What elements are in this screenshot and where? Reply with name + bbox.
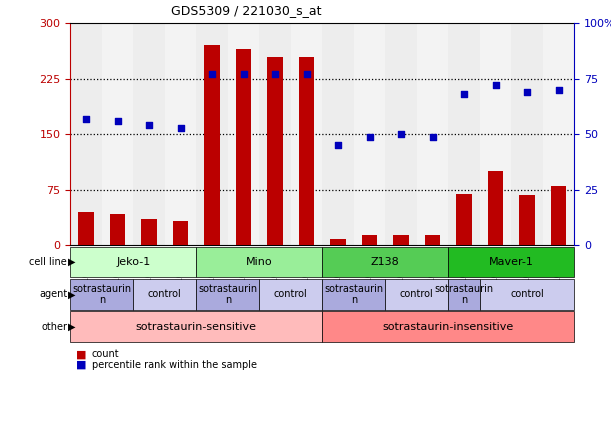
- Point: [396, 131, 406, 138]
- Text: percentile rank within the sample: percentile rank within the sample: [92, 360, 257, 370]
- Point: [207, 71, 217, 78]
- Bar: [299, 57, 315, 245]
- Text: sotrastaurin
n: sotrastaurin n: [72, 283, 131, 305]
- Bar: [543, 23, 574, 245]
- Bar: [133, 23, 165, 245]
- Text: ■: ■: [76, 360, 87, 370]
- Bar: [323, 247, 448, 277]
- Bar: [448, 247, 574, 277]
- Bar: [109, 214, 125, 245]
- Bar: [196, 279, 259, 310]
- Bar: [488, 171, 503, 245]
- Point: [81, 115, 91, 122]
- Bar: [70, 247, 196, 277]
- Point: [333, 142, 343, 149]
- Bar: [259, 279, 323, 310]
- Bar: [362, 235, 378, 245]
- Bar: [393, 235, 409, 245]
- Text: count: count: [92, 349, 119, 360]
- Text: agent: agent: [39, 289, 67, 299]
- Point: [112, 118, 122, 124]
- Text: ■: ■: [76, 349, 87, 360]
- Bar: [480, 279, 574, 310]
- Point: [365, 133, 375, 140]
- Bar: [354, 23, 386, 245]
- Point: [239, 71, 249, 78]
- Bar: [70, 279, 133, 310]
- Point: [554, 87, 563, 93]
- Bar: [425, 235, 441, 245]
- Bar: [511, 23, 543, 245]
- Bar: [173, 221, 188, 245]
- Bar: [330, 239, 346, 245]
- Bar: [196, 247, 323, 277]
- Bar: [291, 23, 323, 245]
- Text: ▶: ▶: [68, 257, 76, 267]
- Point: [522, 89, 532, 96]
- Text: control: control: [148, 289, 181, 299]
- Point: [175, 124, 185, 131]
- Bar: [456, 194, 472, 245]
- Text: Jeko-1: Jeko-1: [116, 257, 150, 267]
- Text: Maver-1: Maver-1: [489, 257, 534, 267]
- Bar: [236, 49, 251, 245]
- Bar: [133, 279, 196, 310]
- Bar: [323, 23, 354, 245]
- Bar: [267, 57, 283, 245]
- Bar: [78, 212, 94, 245]
- Bar: [323, 279, 386, 310]
- Bar: [323, 311, 574, 342]
- Bar: [519, 195, 535, 245]
- Bar: [448, 23, 480, 245]
- Bar: [70, 23, 102, 245]
- Bar: [102, 23, 133, 245]
- Text: sotrastaurin
n: sotrastaurin n: [434, 283, 494, 305]
- Point: [144, 122, 154, 129]
- Text: control: control: [510, 289, 544, 299]
- Bar: [480, 23, 511, 245]
- Text: ▶: ▶: [68, 289, 76, 299]
- Text: sotrastaurin
n: sotrastaurin n: [324, 283, 383, 305]
- Bar: [204, 45, 220, 245]
- Point: [491, 82, 500, 89]
- Text: sotrastaurin-insensitive: sotrastaurin-insensitive: [382, 321, 514, 332]
- Bar: [228, 23, 259, 245]
- Bar: [386, 23, 417, 245]
- Text: control: control: [274, 289, 308, 299]
- Text: sotrastaurin-sensitive: sotrastaurin-sensitive: [136, 321, 257, 332]
- Point: [459, 91, 469, 98]
- Bar: [259, 23, 291, 245]
- Bar: [417, 23, 448, 245]
- Point: [302, 71, 312, 78]
- Text: cell line: cell line: [29, 257, 67, 267]
- Bar: [141, 220, 157, 245]
- Bar: [196, 23, 228, 245]
- Bar: [551, 186, 566, 245]
- Text: sotrastaurin
n: sotrastaurin n: [198, 283, 257, 305]
- Text: Z138: Z138: [371, 257, 400, 267]
- Text: control: control: [400, 289, 434, 299]
- Point: [270, 71, 280, 78]
- Bar: [386, 279, 448, 310]
- Bar: [70, 311, 323, 342]
- Text: GDS5309 / 221030_s_at: GDS5309 / 221030_s_at: [172, 4, 322, 17]
- Text: other: other: [41, 321, 67, 332]
- Text: Mino: Mino: [246, 257, 273, 267]
- Bar: [165, 23, 196, 245]
- Point: [428, 133, 437, 140]
- Text: ▶: ▶: [68, 321, 76, 332]
- Bar: [448, 279, 480, 310]
